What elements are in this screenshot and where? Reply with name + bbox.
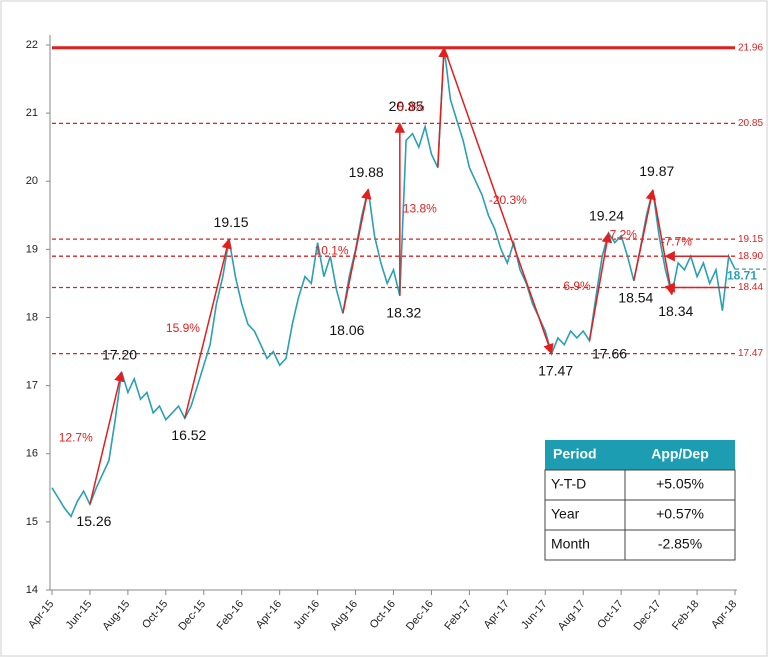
y-tick-label: 17 bbox=[26, 380, 38, 392]
x-tick-label: Oct-16 bbox=[368, 598, 398, 631]
x-tick-label: Feb-17 bbox=[442, 598, 474, 632]
change-label: 6.9% bbox=[563, 279, 591, 293]
change-label: 7.2% bbox=[610, 228, 638, 242]
table-header: Period bbox=[553, 446, 597, 462]
change-arrow bbox=[89, 370, 125, 505]
point-label: 19.24 bbox=[589, 208, 624, 224]
x-tick-label: Apr-16 bbox=[254, 598, 284, 631]
table-cell bbox=[544, 529, 626, 561]
point-label: 17.47 bbox=[538, 362, 573, 378]
table-cell bbox=[544, 499, 626, 531]
x-tick-label: Feb-16 bbox=[215, 598, 247, 632]
table-text: +5.05% bbox=[656, 476, 704, 492]
y-tick-label: 16 bbox=[26, 448, 38, 460]
change-label: 15.9% bbox=[166, 321, 200, 335]
point-label: 20.85 bbox=[389, 98, 424, 114]
point-label: 18.34 bbox=[658, 303, 693, 319]
x-tick-label: Jun-17 bbox=[519, 598, 550, 631]
x-tick-label: Apr-17 bbox=[481, 598, 511, 631]
table-cell bbox=[624, 469, 736, 501]
table-text: +0.57% bbox=[656, 506, 704, 522]
x-tick-label: Oct-15 bbox=[140, 598, 170, 631]
last-value-label: 18.71 bbox=[727, 268, 757, 282]
y-tick-label: 20 bbox=[26, 175, 38, 187]
change-arrow bbox=[652, 189, 676, 296]
point-label: 18.54 bbox=[618, 289, 653, 305]
y-tick-label: 22 bbox=[26, 39, 38, 51]
change-label: -7.7% bbox=[661, 234, 693, 248]
change-label: 10.1% bbox=[315, 244, 349, 258]
point-label: 17.66 bbox=[592, 345, 627, 361]
x-tick-label: Aug-15 bbox=[100, 598, 132, 633]
table-text: Y-T-D bbox=[551, 476, 586, 492]
point-label: 17.20 bbox=[102, 347, 137, 363]
x-tick-label: Jun-15 bbox=[64, 598, 95, 631]
table-header: App/Dep bbox=[651, 446, 709, 462]
reference-label: 18.44 bbox=[738, 282, 763, 293]
reference-label: 21.96 bbox=[738, 42, 763, 53]
table-text: Month bbox=[551, 536, 590, 552]
x-tick-label: Dec-16 bbox=[404, 598, 436, 633]
point-label: 19.87 bbox=[639, 163, 674, 179]
y-tick-label: 19 bbox=[26, 243, 38, 255]
point-label: 18.06 bbox=[329, 322, 364, 338]
change-arrow bbox=[437, 46, 449, 168]
line-series bbox=[51, 47, 736, 518]
change-label: 5.3% bbox=[397, 100, 425, 114]
x-tick-label: Oct-17 bbox=[595, 598, 625, 631]
change-label: 12.7% bbox=[59, 430, 93, 444]
y-tick-label: 18 bbox=[26, 311, 38, 323]
x-tick-label: Dec-15 bbox=[176, 598, 208, 633]
table-cell bbox=[624, 499, 736, 531]
reference-label: 20.85 bbox=[738, 118, 763, 129]
table-cell bbox=[624, 529, 736, 561]
table-cell bbox=[544, 469, 626, 501]
x-tick-label: Aug-16 bbox=[328, 598, 360, 633]
x-tick-label: Aug-17 bbox=[556, 598, 588, 633]
x-tick-label: Apr-18 bbox=[709, 598, 739, 631]
x-tick-label: Apr-15 bbox=[26, 598, 56, 631]
change-arrow bbox=[588, 231, 613, 341]
x-tick-label: Dec-17 bbox=[632, 598, 664, 633]
change-arrow bbox=[184, 238, 232, 419]
point-label: 15.26 bbox=[76, 513, 111, 529]
point-label: 19.88 bbox=[349, 164, 384, 180]
point-label: 19.15 bbox=[214, 214, 249, 230]
change-arrow bbox=[342, 188, 372, 314]
point-label: 16.52 bbox=[171, 427, 206, 443]
y-tick-label: 15 bbox=[26, 516, 38, 528]
change-label: 13.8% bbox=[403, 202, 437, 216]
x-tick-label: Jun-16 bbox=[291, 598, 322, 631]
point-label: 18.32 bbox=[386, 304, 421, 320]
table-text: -2.85% bbox=[658, 536, 702, 552]
change-arrow bbox=[443, 47, 554, 355]
y-tick-label: 14 bbox=[26, 584, 38, 596]
reference-label: 19.15 bbox=[738, 234, 763, 245]
x-tick-label: Feb-18 bbox=[670, 598, 702, 632]
change-label: -20.3% bbox=[489, 193, 527, 207]
change-arrow bbox=[633, 189, 656, 281]
reference-label: 17.47 bbox=[738, 348, 763, 359]
reference-label: 18.90 bbox=[738, 251, 763, 262]
table-text: Year bbox=[551, 506, 580, 522]
y-tick-label: 21 bbox=[26, 107, 38, 119]
table-header-bg bbox=[545, 440, 735, 470]
